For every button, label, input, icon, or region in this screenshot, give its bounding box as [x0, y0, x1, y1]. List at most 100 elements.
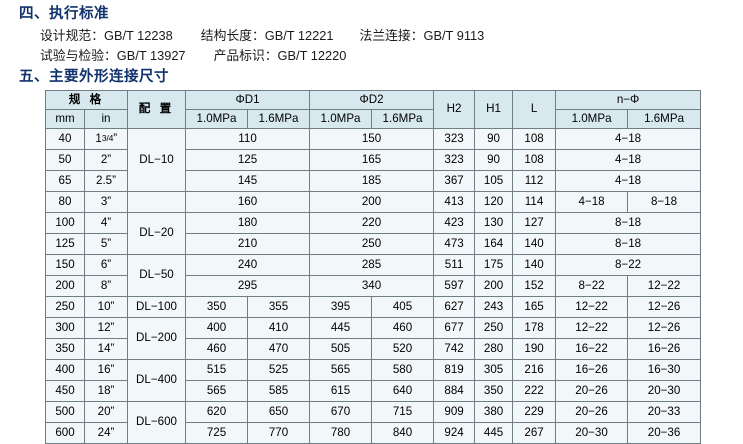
standard-design-spec-label: 设计规范： [40, 28, 104, 43]
table-row: 400 16” DL−400 515 525 565 580 819 305 216 16−26 16… [45, 359, 702, 402]
cell-n-phi-16mpa: 12−26 [627, 296, 702, 318]
cell-h1: 350 [474, 380, 514, 402]
cell-h2: 413 [433, 191, 476, 213]
cell-l: 222 [512, 380, 557, 402]
cell-h1: 445 [474, 422, 514, 444]
cell-spec-mm: 50 [45, 149, 85, 171]
cell-d1-16mpa: 525 [247, 359, 311, 381]
cell-d2: 150 [309, 128, 435, 150]
cell-d2-16mpa: 640 [371, 380, 435, 402]
table-header-row-2: mm in 1.0MPa 1.6MPa 1.0MPa 1.6MPa 1.0MPa… [45, 109, 702, 129]
cell-n-phi-16mpa: 20−33 [627, 401, 702, 423]
cell-spec-mm: 350 [45, 338, 85, 360]
header-h1: H1 [474, 90, 514, 129]
cell-d2-1mpa: 395 [309, 296, 373, 318]
cell-n-phi-1mpa: 16−22 [555, 338, 629, 360]
standards-line-1: 设计规范：GB/T 12238 结构长度：GB/T 12221 法兰连接：GB/T … [40, 25, 484, 44]
cell-d1-16mpa: 355 [247, 296, 311, 318]
standard-product-marking-value: GB/T 12220 [277, 48, 347, 63]
standards-line-2: 试验与检验：GB/T 13927 产品标识：GB/T 12220 [40, 45, 346, 64]
cell-l: 140 [512, 233, 557, 255]
cell-n-phi-1mpa: 12−22 [555, 317, 629, 339]
table-row: 450 18” 565 585 615 640 884 350 222 20−26 20−30 [45, 380, 702, 402]
cell-spec-mm: 65 [45, 170, 85, 192]
cell-l: 165 [512, 296, 557, 318]
cell-h1: 90 [474, 149, 514, 171]
cell-spec-mm: 400 [45, 359, 85, 381]
cell-h1: 380 [474, 401, 514, 423]
cell-d1-16mpa: 410 [247, 317, 311, 339]
header-spec-mm: mm [45, 109, 85, 129]
cell-d2-16mpa: 580 [371, 359, 435, 381]
cell-l: 127 [512, 212, 557, 234]
cell-spec-mm: 450 [45, 380, 85, 402]
cell-d1-1mpa: 620 [185, 401, 249, 423]
cell-l: 152 [512, 275, 557, 297]
standard-flange-connection: 法兰连接：GB/T 9113 [360, 25, 485, 44]
header-phi-d2: ΦD2 [309, 90, 435, 110]
cell-spec-mm: 500 [45, 401, 85, 423]
cell-n-phi-16mpa: 16−26 [627, 338, 702, 360]
cell-spec-mm: 200 [45, 275, 85, 297]
cell-h2: 909 [433, 401, 476, 423]
table-row: 80 3” 160 200 413 120 114 4−18 8−18 [45, 191, 702, 213]
cell-n-phi-1mpa: 16−26 [555, 359, 629, 381]
cell-h2: 511 [433, 254, 476, 276]
cell-spec-in: 12” [83, 317, 129, 339]
header-config: 配 置 [127, 90, 187, 129]
cell-spec-mm: 150 [45, 254, 85, 276]
cell-l: 267 [512, 422, 557, 444]
table-row: 100 4” DL−20 180 220 423 130 127 8−18 [45, 212, 702, 255]
cell-config: DL−50 [127, 254, 187, 297]
cell-n-phi: 8−18 [555, 212, 702, 234]
cell-config: DL−100 [127, 296, 187, 318]
dimensions-table: 规 格 配 置 ΦD1 ΦD2 H2 H1 L n−Φ mm in 1.0MPa… [44, 90, 702, 444]
cell-spec-in: 10” [83, 296, 129, 318]
cell-spec-in: 5” [83, 233, 129, 255]
cell-n-phi-1mpa: 12−22 [555, 296, 629, 318]
cell-n-phi-1mpa: 8−22 [555, 275, 629, 297]
cell-n-phi-16mpa: 20−36 [627, 422, 702, 444]
standard-test-inspection-label: 试验与检验： [40, 48, 117, 63]
cell-l: 190 [512, 338, 557, 360]
cell-config: DL−200 [127, 317, 187, 360]
cell-l: 112 [512, 170, 557, 192]
standard-product-marking-label: 产品标识： [213, 48, 278, 63]
cell-d2-1mpa: 780 [309, 422, 373, 444]
cell-h2: 742 [433, 338, 476, 360]
cell-l: 140 [512, 254, 557, 276]
standard-test-inspection-value: GB/T 13927 [116, 48, 186, 63]
cell-d2-1mpa: 615 [309, 380, 373, 402]
cell-d2: 220 [309, 212, 435, 234]
cell-h2: 924 [433, 422, 476, 444]
cell-d1-1mpa: 565 [185, 380, 249, 402]
cell-h1: 305 [474, 359, 514, 381]
cell-n-phi-1mpa: 20−26 [555, 380, 629, 402]
header-d2-1mpa: 1.0MPa [309, 109, 373, 129]
cell-h2: 884 [433, 380, 476, 402]
cell-spec-in: 14” [83, 338, 129, 360]
table-row: 500 20” DL−600 620 650 670 715 909 380 229 20−26 20… [45, 401, 702, 444]
section-heading-execution-standard: 四、执行标准 [19, 6, 109, 22]
cell-n-phi: 8−22 [555, 254, 702, 276]
table-body: 40 13/4” DL−10 110 150 323 90 108 4−18 50 2” 125 165… [45, 128, 702, 444]
cell-d2-1mpa: 445 [309, 317, 373, 339]
cell-spec-mm: 600 [45, 422, 85, 444]
cell-spec-in: 4” [83, 212, 129, 234]
standard-structure-length: 结构长度：GB/T 12221 [201, 25, 334, 44]
cell-spec-in: 16” [83, 359, 129, 381]
table-header: 规 格 配 置 ΦD1 ΦD2 H2 H1 L n−Φ mm in 1.0MPa… [44, 90, 702, 129]
cell-n-phi: 4−18 [555, 149, 702, 171]
section-heading-main-dimensions: 五、主要外形连接尺寸 [19, 69, 169, 85]
cell-d1: 145 [185, 170, 311, 192]
cell-spec-in: 24” [83, 422, 129, 444]
table-row: 65 2.5” 145 185 367 105 112 4−18 [45, 170, 702, 192]
cell-n-phi-1mpa: 20−30 [555, 422, 629, 444]
cell-n-phi: 8−18 [555, 233, 702, 255]
cell-n-phi-1mpa: 20−26 [555, 401, 629, 423]
cell-d1: 180 [185, 212, 311, 234]
cell-n-phi: 4−18 [555, 128, 702, 150]
header-d1-1mpa: 1.0MPa [185, 109, 249, 129]
standard-flange-connection-value: GB/T 9113 [423, 28, 485, 43]
cell-h2: 423 [433, 212, 476, 234]
